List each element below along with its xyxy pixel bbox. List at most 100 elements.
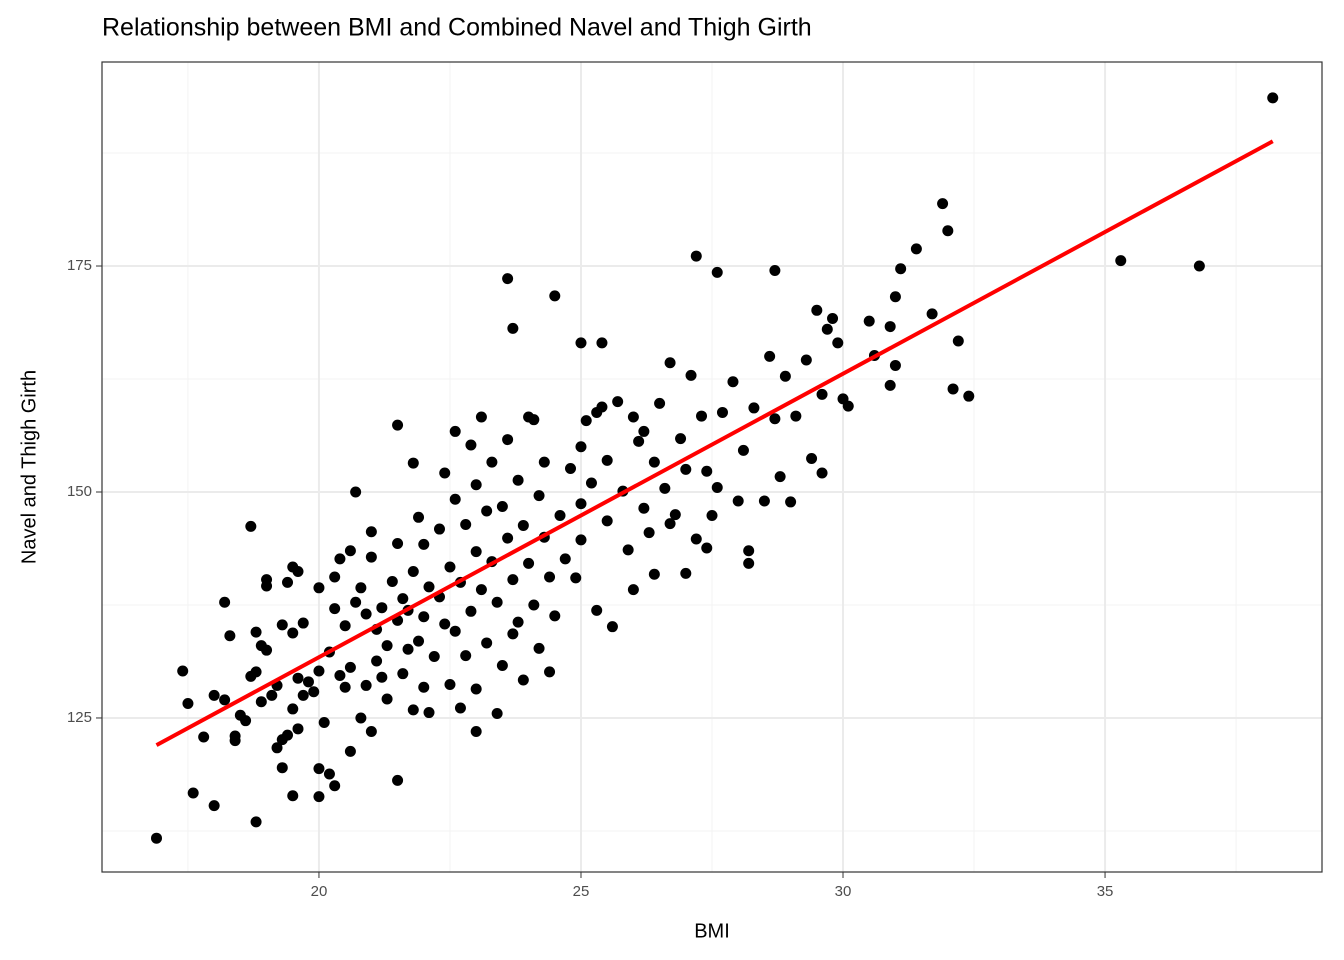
point — [151, 832, 163, 844]
point — [439, 618, 451, 630]
point — [381, 693, 393, 705]
point — [271, 742, 283, 754]
point — [460, 650, 472, 662]
point — [297, 689, 309, 701]
point — [282, 576, 294, 588]
point — [627, 584, 639, 596]
point — [407, 566, 419, 578]
point — [507, 574, 519, 586]
point — [601, 454, 613, 466]
point — [544, 571, 556, 583]
point — [575, 337, 587, 349]
point — [255, 696, 267, 708]
point — [559, 553, 571, 565]
point — [365, 551, 377, 563]
point — [711, 481, 723, 493]
point — [250, 816, 262, 828]
point — [601, 515, 613, 527]
point — [842, 400, 854, 412]
point — [355, 712, 367, 724]
point — [496, 500, 508, 512]
point — [743, 557, 755, 569]
point — [1115, 255, 1127, 267]
point — [444, 679, 456, 691]
point — [648, 568, 660, 580]
point — [282, 729, 294, 741]
point — [732, 495, 744, 507]
point — [711, 266, 723, 278]
point — [952, 335, 964, 347]
point — [460, 519, 472, 531]
y-tick-label: 125 — [67, 709, 92, 726]
point — [633, 435, 645, 447]
point — [407, 704, 419, 716]
point — [413, 511, 425, 523]
point — [219, 694, 231, 706]
point — [827, 312, 839, 324]
point — [397, 668, 409, 680]
point — [575, 441, 587, 453]
point — [1193, 260, 1205, 272]
point — [313, 582, 325, 594]
point — [276, 762, 288, 774]
point — [654, 397, 666, 409]
point — [528, 414, 540, 426]
point — [643, 527, 655, 539]
point — [371, 655, 383, 667]
point — [360, 679, 372, 691]
point — [392, 419, 404, 431]
point — [664, 357, 676, 369]
point — [696, 410, 708, 422]
y-tick-label: 150 — [67, 483, 92, 500]
point — [544, 666, 556, 678]
point — [502, 273, 514, 285]
point — [570, 572, 582, 584]
panel-border — [101, 61, 1323, 873]
point — [591, 604, 603, 616]
point — [575, 534, 587, 546]
point — [491, 707, 503, 719]
point — [287, 627, 299, 639]
point — [240, 715, 252, 727]
point — [339, 620, 351, 632]
point — [884, 379, 896, 391]
point — [449, 625, 461, 637]
point — [329, 603, 341, 615]
point — [365, 526, 377, 538]
point — [769, 265, 781, 277]
point — [533, 490, 545, 502]
x-tick-label: 25 — [573, 883, 590, 900]
point — [523, 557, 535, 569]
point — [659, 482, 671, 494]
point — [423, 581, 435, 593]
point — [690, 250, 702, 262]
point — [816, 467, 828, 479]
point — [376, 671, 388, 683]
x-tick-label: 30 — [835, 883, 852, 900]
point — [680, 463, 692, 475]
point — [276, 619, 288, 631]
point — [261, 644, 273, 656]
point — [423, 707, 435, 719]
point — [926, 308, 938, 320]
point — [475, 584, 487, 596]
point — [261, 580, 273, 592]
x-tick-label: 20 — [311, 883, 328, 900]
point — [502, 434, 514, 446]
point — [329, 571, 341, 583]
point — [701, 542, 713, 554]
point — [302, 676, 314, 688]
x-axis-title: BMI — [694, 920, 730, 942]
point — [397, 593, 409, 605]
point — [779, 370, 791, 382]
point — [706, 509, 718, 521]
point — [549, 610, 561, 622]
point — [355, 582, 367, 594]
point — [454, 702, 466, 714]
point — [182, 698, 194, 710]
point — [229, 735, 241, 747]
point — [533, 642, 545, 654]
y-tick-label: 175 — [67, 257, 92, 274]
